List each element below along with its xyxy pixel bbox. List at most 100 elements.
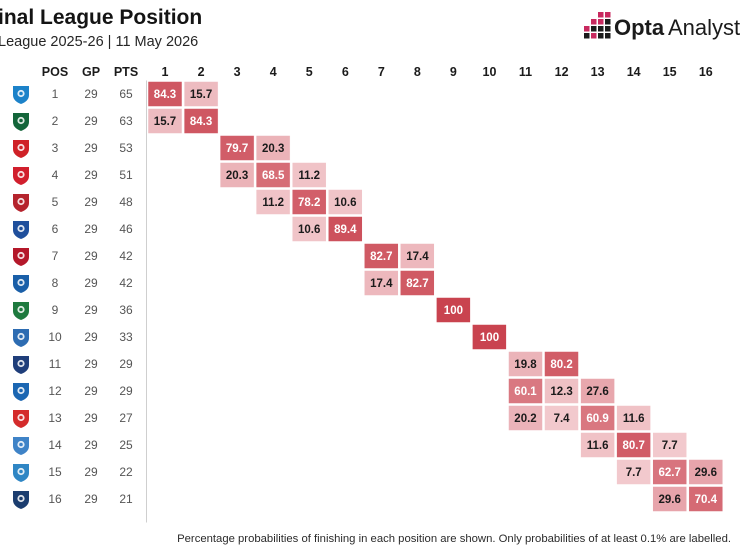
team-row: 7 29 42 (13, 248, 133, 266)
heatmap-cell-rect (544, 405, 579, 431)
team-gp: 29 (84, 195, 98, 209)
team-pos: 1 (52, 87, 59, 101)
heatmap-cell-rect (616, 432, 651, 458)
heatmap-cell-rect (688, 486, 724, 512)
krasnodar-badge-icon (13, 113, 29, 131)
baltika-badge-icon (13, 221, 29, 239)
heatmap-cell: 80.2 (544, 351, 579, 377)
brand-analyst: Analyst (668, 15, 740, 40)
heatmap-cell-rect (652, 432, 687, 458)
heatmap-cell: 11.6 (616, 405, 651, 431)
heatmap-cell: 89.4 (328, 216, 363, 242)
cell-value-label: 84.3 (154, 89, 176, 101)
heatmap-cell: 20.2 (508, 405, 543, 431)
team-pos: 11 (49, 357, 62, 371)
team-row: 16 29 21 (13, 491, 133, 509)
team-pos: 16 (48, 492, 62, 506)
team-row: 5 29 48 (13, 194, 133, 212)
position-header: 6 (342, 65, 349, 79)
team-gp: 29 (84, 168, 98, 182)
team-pts: 33 (119, 330, 133, 344)
position-column-headers: 1 2 3 4 5 6 7 8 9 10 11 12 13 14 15 16 (162, 65, 713, 79)
heatmap-cell-rect (400, 270, 435, 296)
cell-value-label: 11.6 (623, 413, 645, 425)
team-row: 4 29 51 (13, 167, 133, 185)
position-header: 1 (162, 65, 169, 79)
cell-value-label: 7.7 (626, 467, 642, 479)
heatmap-cell-rect (328, 189, 363, 215)
opta-analyst-logo: Opta Analyst (584, 12, 740, 40)
heatmap-cell-rect (400, 243, 435, 269)
heatmap-cell: 29.6 (652, 486, 687, 512)
heatmap-cell-rect (147, 81, 183, 107)
team-gp: 29 (84, 465, 98, 479)
cell-value-label: 10.6 (334, 197, 356, 209)
cell-value-label: 29.6 (695, 467, 717, 479)
heatmap-cell-rect (255, 189, 291, 215)
heatmap-cell-rect (508, 405, 543, 431)
team-row: 10 29 33 (13, 329, 133, 347)
team-rows: 1 29 652 29 633 29 534 29 515 29 486 29 467 29 428 29 42… (13, 86, 133, 509)
position-header: 4 (270, 65, 277, 79)
team-pts: 29 (119, 357, 133, 371)
cell-value-label: 80.2 (550, 359, 572, 371)
team-row: 8 29 42 (13, 275, 133, 293)
header-pos: POS (42, 65, 68, 79)
heatmap-cell-rect (328, 216, 363, 242)
team-row: 3 29 53 (13, 140, 133, 158)
opta-logo-icon (584, 12, 611, 39)
dynamo-badge-icon (13, 275, 29, 293)
heatmap-cell-rect (291, 216, 327, 242)
heatmap-cell: 62.7 (652, 459, 687, 485)
rubin-badge-icon (13, 248, 29, 266)
footnote: Percentage probabilities of finishing in… (177, 533, 731, 545)
cell-value-label: 100 (480, 332, 499, 344)
position-header: 10 (483, 65, 497, 79)
heatmap-cell: 19.8 (508, 351, 543, 377)
heatmap-cells: 84.3 15.7 15.7 84.3 79.7 20.3 20.3 68.5 11.2 11.2… (147, 81, 724, 512)
heatmap-cell: 7.7 (616, 459, 651, 485)
cell-value-label: 20.3 (226, 170, 248, 182)
cell-value-label: 11.6 (587, 440, 609, 452)
team-gp: 29 (84, 249, 98, 263)
akhmat-badge-icon (13, 302, 29, 320)
heatmap-cell: 11.2 (255, 189, 291, 215)
cska-badge-icon (13, 194, 29, 212)
heatmap-cell: 100 (472, 324, 507, 350)
team-pts: 42 (119, 249, 133, 263)
position-header: 16 (699, 65, 713, 79)
position-header: 15 (663, 65, 677, 79)
team-pts: 29 (119, 384, 133, 398)
cell-value-label: 20.3 (262, 143, 284, 155)
heatmap-cell: 60.9 (580, 405, 615, 431)
lokomotiv-badge-icon (13, 140, 29, 158)
heatmap-cell-rect (255, 135, 291, 161)
heatmap-cell-rect (580, 378, 615, 404)
team-gp: 29 (84, 438, 98, 452)
heatmap-cell: 20.3 (219, 162, 255, 188)
akron-badge-icon (13, 356, 29, 374)
heatmap-cell-rect (219, 135, 255, 161)
team-pts: 27 (119, 411, 133, 425)
cell-value-label: 84.3 (190, 116, 212, 128)
heatmap-cell: 7.4 (544, 405, 579, 431)
position-header: 9 (450, 65, 457, 79)
cell-value-label: 29.6 (659, 494, 681, 506)
position-header: 3 (234, 65, 241, 79)
cell-value-label: 19.8 (514, 359, 537, 371)
header-pts: PTS (114, 65, 138, 79)
heatmap-cell-rect (472, 324, 507, 350)
team-row: 1 29 65 (13, 86, 133, 104)
heatmap-cell: 70.4 (688, 486, 724, 512)
cell-value-label: 68.5 (262, 170, 285, 182)
heatmap-cell-rect (436, 297, 471, 323)
header-gp: GP (82, 65, 100, 79)
heatmap-cell: 20.3 (255, 135, 291, 161)
cell-value-label: 7.7 (662, 440, 678, 452)
chart-title: inal League Position (0, 6, 202, 29)
team-pos: 8 (52, 276, 59, 290)
krylia-badge-icon (13, 383, 29, 401)
heatmap-cell: 15.7 (147, 108, 183, 134)
cell-value-label: 78.2 (298, 197, 320, 209)
cell-value-label: 15.7 (154, 116, 176, 128)
